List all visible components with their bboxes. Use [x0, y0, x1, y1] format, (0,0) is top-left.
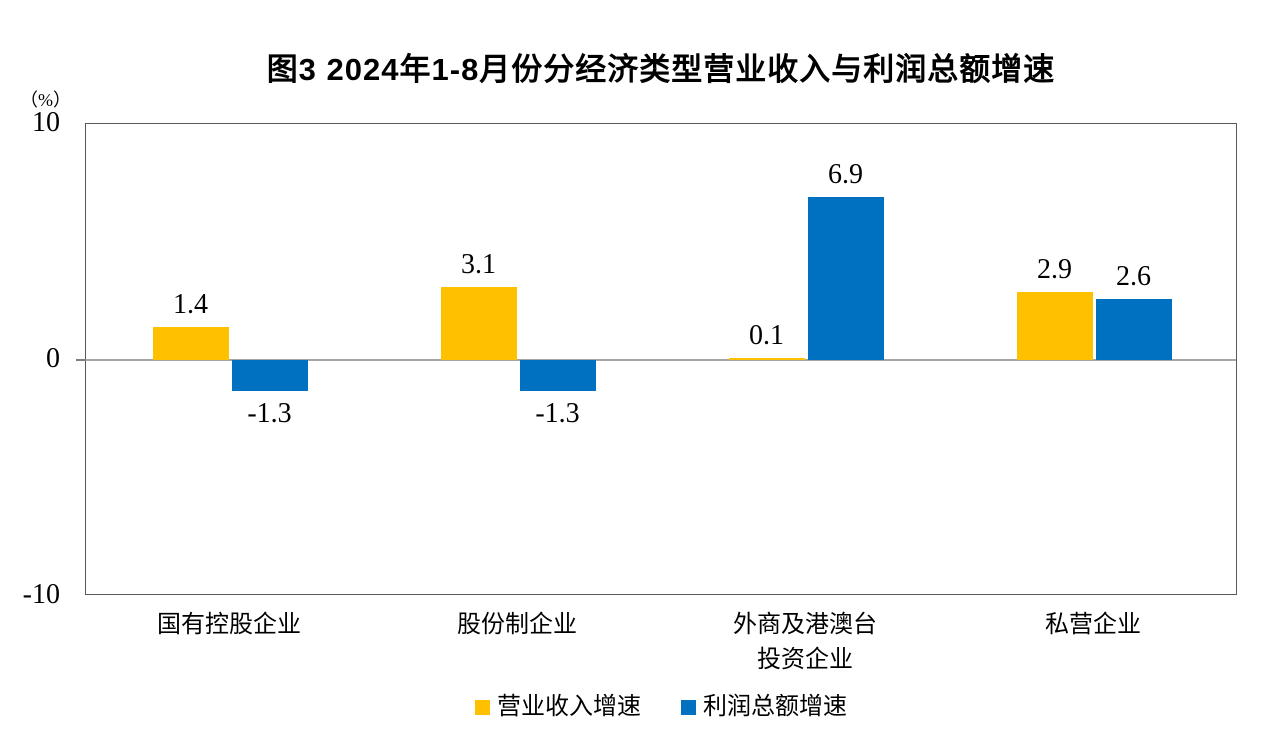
bar-value-label: -1.3 [247, 397, 292, 429]
y-axis-unit-label: （%） [20, 90, 71, 110]
x-axis-category-label: 股份制企业 [457, 612, 577, 638]
bar-profit [231, 360, 308, 391]
legend-label: 利润总额增速 [703, 694, 847, 720]
x-axis-category-label: 外商及港澳台 投资企业 [733, 612, 877, 673]
y-axis-tick-label: -10 [22, 579, 60, 610]
bar-value-label: 0.1 [749, 319, 784, 351]
bar-revenue [728, 357, 805, 360]
legend: 营业收入增速 利润总额增速 [85, 692, 1237, 722]
bar-value-label: 2.6 [1116, 260, 1151, 292]
bar-revenue [152, 326, 229, 360]
y-axis-tick-label: 0 [46, 343, 60, 374]
bar-revenue [1016, 291, 1093, 360]
bar-profit [1095, 298, 1172, 360]
bar-value-label: -1.3 [535, 397, 580, 429]
bar-revenue [440, 286, 517, 360]
bar-value-label: 2.9 [1037, 253, 1072, 285]
y-axis-tick-label: 10 [32, 107, 60, 138]
bar-value-label: 1.4 [173, 288, 208, 320]
legend-label: 营业收入增速 [497, 694, 641, 720]
legend-item-revenue: 营业收入增速 [475, 692, 641, 722]
x-axis-category-label: 国有控股企业 [157, 612, 301, 638]
zero-gridline [86, 359, 1236, 361]
legend-swatch-icon [475, 699, 490, 715]
bar-profit [807, 197, 884, 360]
bar-value-label: 6.9 [828, 159, 863, 191]
chart-title: 图3 2024年1-8月份分经济类型营业收入与利润总额增速 [266, 52, 1056, 87]
x-axis-category-label: 私营企业 [1045, 612, 1141, 638]
legend-item-profit: 利润总额增速 [681, 692, 847, 722]
plot-area: 1.4 -1.3 3.1 -1.3 0.1 6.9 2.9 2.6 [76, 123, 1237, 595]
legend-swatch-icon [681, 699, 696, 715]
bar-value-label: 3.1 [461, 248, 496, 280]
bar-profit [519, 360, 596, 391]
zero-axis-tick [76, 359, 86, 361]
